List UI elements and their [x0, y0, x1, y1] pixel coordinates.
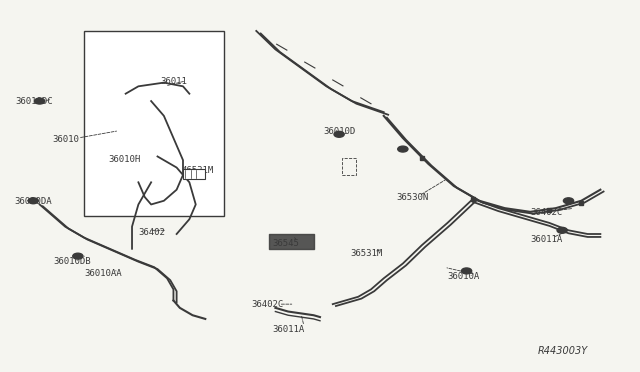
Bar: [342, 158, 356, 175]
Text: 36402C: 36402C: [531, 208, 563, 217]
Text: R443003Y: R443003Y: [538, 346, 588, 356]
Circle shape: [563, 198, 573, 204]
Circle shape: [557, 227, 567, 233]
Text: 36530N: 36530N: [396, 193, 429, 202]
Text: 36402: 36402: [138, 228, 165, 237]
Circle shape: [35, 98, 45, 104]
Circle shape: [73, 253, 83, 259]
Text: 36010DA: 36010DA: [14, 197, 52, 206]
Circle shape: [28, 198, 38, 204]
Bar: [84, 31, 225, 215]
Text: 36011A: 36011A: [272, 326, 305, 334]
Text: 36010H: 36010H: [108, 155, 141, 164]
Text: 36531M: 36531M: [351, 249, 383, 258]
Text: 36545: 36545: [272, 239, 299, 248]
Bar: [183, 169, 205, 179]
Text: 36010A: 36010A: [447, 272, 480, 281]
Text: 36011: 36011: [161, 77, 188, 86]
Text: 36010: 36010: [52, 135, 79, 144]
Text: 46531M: 46531M: [182, 166, 214, 174]
Text: 36011A: 36011A: [531, 235, 563, 244]
Text: 36402C: 36402C: [251, 300, 284, 310]
Circle shape: [397, 146, 408, 152]
Text: 36010D: 36010D: [323, 127, 355, 136]
Text: 36010DB: 36010DB: [54, 257, 92, 266]
Circle shape: [461, 268, 472, 274]
Circle shape: [334, 131, 344, 137]
Text: 36010AA: 36010AA: [84, 269, 122, 278]
Text: 36010DC: 36010DC: [15, 97, 53, 106]
